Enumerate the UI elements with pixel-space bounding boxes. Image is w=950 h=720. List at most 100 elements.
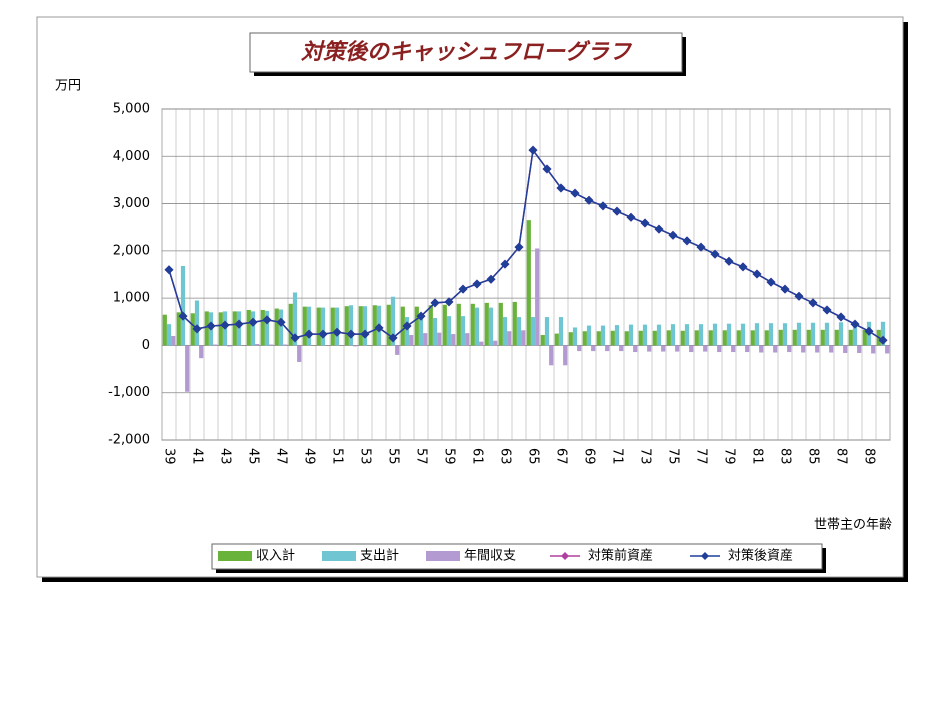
legend-label: 対策後資産 bbox=[728, 548, 793, 564]
bar bbox=[689, 345, 694, 353]
x-tick-label: 81 bbox=[750, 448, 765, 465]
marker bbox=[878, 335, 888, 345]
marker bbox=[248, 317, 258, 327]
legend-label: 支出計 bbox=[360, 548, 399, 564]
bar bbox=[778, 329, 783, 346]
bar bbox=[740, 323, 746, 346]
marker bbox=[234, 319, 244, 329]
bar bbox=[176, 312, 181, 346]
x-tick-label: 79 bbox=[722, 448, 737, 465]
bar bbox=[535, 248, 540, 346]
bar bbox=[423, 333, 428, 346]
bar bbox=[568, 332, 573, 346]
marker bbox=[388, 333, 398, 343]
bar bbox=[512, 301, 517, 346]
bar bbox=[269, 344, 274, 346]
marker bbox=[416, 311, 426, 321]
bar bbox=[754, 323, 760, 346]
marker bbox=[472, 279, 482, 289]
bar bbox=[456, 303, 461, 346]
bar bbox=[484, 302, 489, 346]
bar bbox=[218, 312, 223, 346]
legend-swatch bbox=[426, 551, 460, 561]
x-tick-label: 45 bbox=[246, 448, 261, 465]
bar bbox=[437, 332, 442, 346]
bar bbox=[549, 345, 554, 366]
marker bbox=[262, 315, 272, 325]
bar bbox=[610, 330, 615, 346]
bar bbox=[180, 265, 186, 346]
bar bbox=[843, 345, 848, 353]
bar bbox=[185, 345, 190, 392]
marker bbox=[514, 242, 524, 252]
bar bbox=[283, 344, 288, 346]
marker bbox=[640, 218, 650, 228]
bar bbox=[862, 329, 867, 346]
marker bbox=[598, 201, 608, 211]
x-tick-label: 47 bbox=[274, 448, 289, 465]
legend-label: 年間収支 bbox=[464, 549, 516, 564]
bar bbox=[348, 305, 354, 346]
y-tick-label: -2,000 bbox=[108, 433, 150, 448]
marker bbox=[654, 224, 664, 234]
bar bbox=[624, 331, 629, 346]
marker bbox=[206, 321, 216, 331]
bar bbox=[213, 344, 218, 346]
bar bbox=[507, 331, 512, 346]
bar bbox=[306, 306, 312, 346]
bar bbox=[661, 345, 666, 352]
bar bbox=[418, 318, 424, 346]
marker bbox=[626, 212, 636, 222]
bar bbox=[250, 311, 256, 346]
marker bbox=[556, 183, 566, 193]
x-tick-label: 83 bbox=[778, 448, 793, 465]
bar bbox=[750, 330, 755, 346]
bar bbox=[731, 345, 736, 353]
bar bbox=[815, 345, 820, 353]
bar bbox=[801, 345, 806, 353]
marker bbox=[836, 312, 846, 322]
bar bbox=[642, 324, 648, 346]
bar bbox=[796, 322, 802, 346]
marker bbox=[710, 249, 720, 259]
bar bbox=[670, 324, 676, 346]
bar bbox=[344, 306, 349, 346]
bar bbox=[628, 324, 634, 346]
x-tick-label: 89 bbox=[862, 448, 877, 465]
y-tick-label: 1,000 bbox=[113, 291, 150, 306]
bar bbox=[292, 292, 298, 346]
marker bbox=[808, 298, 818, 308]
marker bbox=[164, 265, 174, 275]
bar bbox=[358, 306, 363, 346]
bar bbox=[838, 322, 844, 346]
bar bbox=[563, 345, 568, 366]
y-tick-label: 5,000 bbox=[113, 102, 150, 117]
x-tick-label: 39 bbox=[162, 448, 177, 465]
bar bbox=[675, 345, 680, 352]
marker bbox=[752, 269, 762, 279]
bar bbox=[260, 309, 265, 346]
bar bbox=[768, 323, 774, 346]
bar bbox=[722, 330, 727, 346]
bar bbox=[502, 317, 508, 346]
bar bbox=[820, 329, 825, 346]
x-tick-label: 69 bbox=[582, 448, 597, 465]
marker bbox=[486, 274, 496, 284]
bar bbox=[834, 329, 839, 346]
bar bbox=[320, 307, 326, 346]
x-tick-label: 41 bbox=[190, 448, 205, 465]
bar bbox=[199, 345, 204, 359]
bar bbox=[684, 324, 690, 346]
marker bbox=[570, 188, 580, 198]
bar bbox=[810, 322, 816, 346]
bar bbox=[647, 345, 652, 352]
bar bbox=[764, 330, 769, 346]
bar bbox=[717, 345, 722, 353]
bar bbox=[600, 325, 606, 346]
bar bbox=[190, 313, 195, 346]
bar bbox=[232, 311, 237, 346]
bar bbox=[530, 317, 536, 346]
bar bbox=[474, 307, 480, 346]
x-tick-label: 65 bbox=[526, 448, 541, 465]
bar bbox=[465, 333, 470, 346]
